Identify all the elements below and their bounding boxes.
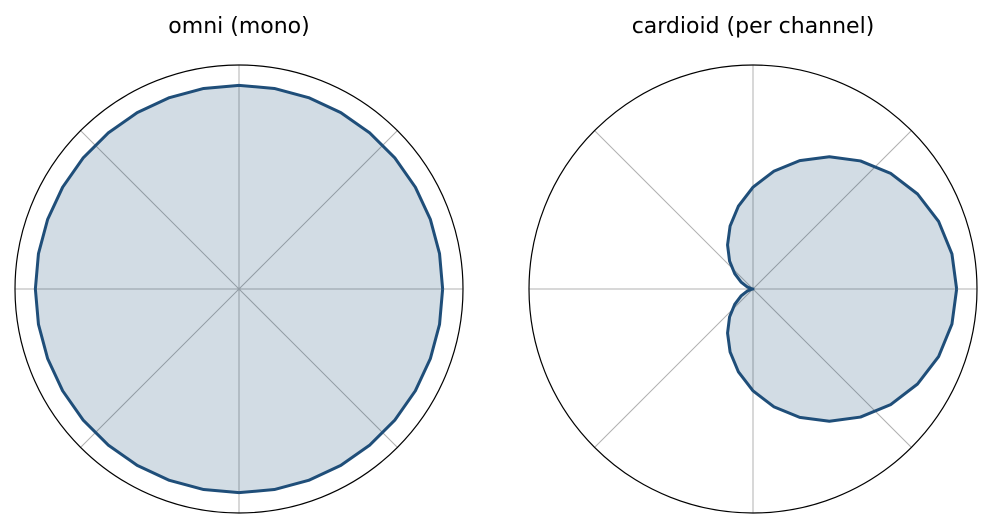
pattern-fill [35,85,443,493]
pattern-line [726,155,959,423]
theta-grid-line [594,130,754,290]
theta-grid-line [80,288,240,448]
polar-frame [14,64,464,514]
theta-grid-line [80,130,240,290]
theta-grid-line [238,288,398,448]
polar-frame [528,64,978,514]
chart-title: omni (mono) [168,14,309,39]
pattern-fill [727,156,957,422]
pattern-line [33,83,445,495]
chart-title: cardioid (per channel) [632,14,875,39]
theta-grid-line [594,288,754,448]
theta-grid-line [752,130,912,290]
theta-grid-line [238,130,398,290]
theta-grid-line [752,288,912,448]
